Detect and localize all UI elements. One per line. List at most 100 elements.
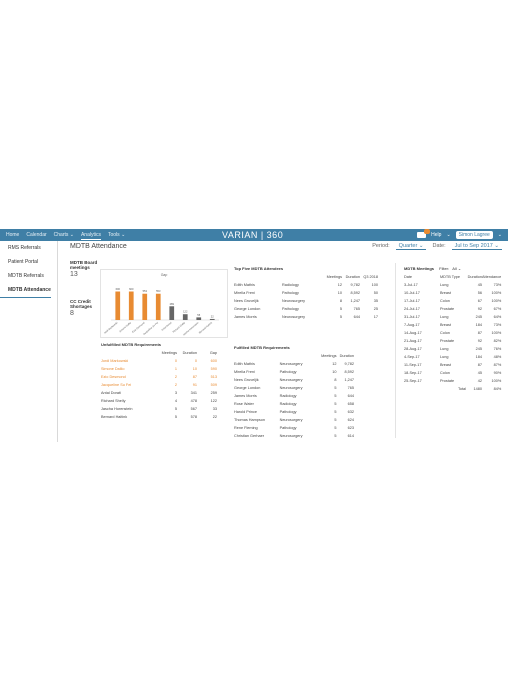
table-row[interactable]: Mirella Freni Pathology 10 8,592 [234,368,354,376]
table-row[interactable]: 4-Sep-17 Lung 184 48% [404,353,501,361]
total-cell: 1480 [473,387,482,391]
bar[interactable] [196,317,202,320]
nav-analytics[interactable]: Analytics [80,232,101,240]
mail-icon[interactable] [417,229,431,238]
table-row[interactable]: 11-Sep-17 Breast 87 87% [404,361,501,369]
bar[interactable] [155,293,161,320]
table-cell: 18-Sep-17 [404,371,422,375]
table-cell: 122 [210,399,217,403]
table-cell: 56 [477,291,482,295]
table-row[interactable]: 3-Jul-17 Lung 45 73% [404,281,501,289]
table-row[interactable]: 21-Aug-17 Prostate 92 82% [404,337,501,345]
table-cell: George London [234,386,261,390]
table-row[interactable]: Antal Dorati 3 341 259 [101,389,217,397]
nav-charts[interactable]: Charts ⌄ [54,232,74,240]
table-cell: 0 [194,359,197,363]
table-cell: 8 [334,378,337,382]
chevron-down-icon: ⌄ [69,232,74,238]
table-cell: 42 [477,379,482,383]
period-select[interactable]: Quarter ⌄ [395,243,427,250]
table-row[interactable]: Ezio Desmond 2 87 513 [101,373,217,381]
table-row[interactable]: James Morris Neurosurgery 5 644 17 [234,313,378,321]
total-row: Total 1480 84% [404,385,501,393]
bar-value-label: 122 [183,310,188,314]
table-row[interactable]: Rose Water Radiology 5 658 [234,400,354,408]
table-row[interactable]: Jordi Markowski 0 0 600 [101,357,217,365]
bar[interactable] [209,318,215,320]
table-row[interactable]: Bernard Haitink 5 578 22 [101,413,217,421]
table-row[interactable]: Thomas Hampson Neurosurgery 5 624 [234,416,354,424]
nav-tools[interactable]: Tools ⌄ [108,232,125,240]
period-label: Period: [372,243,390,249]
table-cell: 48% [493,355,502,359]
column-header: Meetings [161,351,177,355]
table-cell: Colon [440,299,450,303]
help-link[interactable]: Help [431,232,442,238]
column-header [234,352,280,360]
meetings-header: MDTB Meetings Filter: All ⌄ [404,266,502,271]
table-cell: 478 [190,399,197,403]
table-row[interactable]: Edith Mathis Radiology 12 9,782 100 [234,281,378,289]
table-row[interactable]: Simone Dallio 1 10 590 [101,365,217,373]
table-row[interactable]: Rene Fleming Pathology 5 623 [234,424,354,432]
table-cell: 184 [475,355,482,359]
table-cell: 5 [334,410,337,414]
table-row[interactable]: 10-Jul-17 Breast 56 100% [404,289,501,297]
date-value: Jul to Sep 2017 [454,243,493,249]
table-row[interactable]: Jascha Horenstein 5 567 33 [101,405,217,413]
chevron-down-icon: ⌄ [457,266,462,271]
bar[interactable] [128,291,134,321]
table-row[interactable]: 25-Sep-17 Prostate 42 100% [404,377,501,385]
top-right-controls: Help ⌄ Simon Lagree ⌄ [417,229,502,239]
sidebar-item-patient-portal[interactable]: Patient Portal [8,259,39,265]
table-row[interactable]: Christian Gerhaer Neurosurgery 5 614 [234,432,354,440]
bar[interactable] [142,293,148,320]
table-cell: Nees Gruveljik [234,378,259,382]
table-row[interactable]: Harold Prince Pathology 5 632 [234,408,354,416]
table-row[interactable]: 18-Sep-17 Colon 45 90% [404,369,501,377]
bar[interactable] [115,291,121,321]
sidebar-item-mdtb-referrals[interactable]: MDTB Referrals [8,273,44,279]
table-row[interactable]: Jacqueline Su Fei 2 91 509 [101,381,217,389]
period-value: Quarter [398,243,418,249]
table-row[interactable]: James Morris Radiology 5 644 [234,392,354,400]
unfulfilled-title: Unfulfilled MDTB Requirements [101,342,162,347]
meetings-section: MDTB Meetings Filter: All ⌄ Date MDTB Typ… [404,266,502,393]
nav-calendar[interactable]: Calendar [26,232,47,238]
user-menu[interactable]: Simon Lagree [455,231,493,239]
table-row[interactable]: Edith Mathis Neurosurgery 12 9,782 [234,360,354,368]
table-row[interactable]: George London Neurosurgery 5 765 [234,384,354,392]
date-label: Date: [432,243,446,249]
bar-value-label: 553 [156,289,161,293]
bar[interactable] [169,306,175,320]
gap-chart: Gap 600 Jordi Markowski 600 Simone Dallio 55… [100,269,228,338]
table-row[interactable]: 24-Jul-17 Prostate 92 67% [404,305,501,313]
table-cell: Pathology [282,291,299,295]
table-row[interactable]: Nees Gruveljik Neurosurgery 8 1,247 35 [234,297,378,305]
table-cell: 28-Aug-17 [404,347,422,351]
sidebar-item-rms-referrals[interactable]: RMS Referrals [8,245,41,251]
table-row[interactable]: Richard Shelly 4 478 122 [101,397,217,405]
table-row[interactable]: 31-Jul-17 Lung 245 64% [404,313,501,321]
nav-home[interactable]: Home [6,232,20,238]
table-row[interactable]: Mirella Freni Pathology 10 8,592 50 [234,289,378,297]
bar[interactable] [182,314,188,320]
date-select[interactable]: Jul to Sep 2017 ⌄ [451,243,502,250]
filter-select[interactable]: All [452,266,457,271]
table-cell: Pathology [279,426,297,430]
table-cell: 5 [334,386,337,390]
column-header: Attendance [482,275,502,279]
table-row[interactable]: 17-Jul-17 Colon 67 100% [404,297,501,305]
table-row[interactable]: 28-Aug-17 Lung 245 76% [404,345,501,353]
table-cell: 10 [337,291,342,295]
table-cell: Harold Prince [234,410,258,414]
table-row[interactable]: 14-Aug-17 Colon 87 100% [404,329,501,337]
table-row[interactable]: George London Pathology 5 765 25 [234,305,378,313]
table-row[interactable]: Nees Gruveljik Neurosurgery 8 1,247 [234,376,354,384]
divider [395,263,396,438]
table-row[interactable]: 7-Aug-17 Breast 184 73% [404,321,501,329]
table-cell: 100% [491,379,502,383]
sidebar-item-mdtb-attendance[interactable]: MDTB Attendance [0,283,51,298]
table-cell: 45 [477,283,482,287]
table-cell: Colon [440,371,450,375]
